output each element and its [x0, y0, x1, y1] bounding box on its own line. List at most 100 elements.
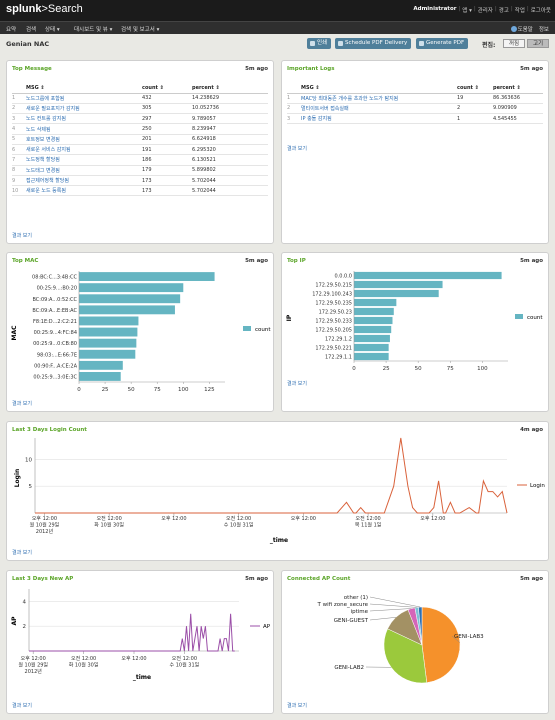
msg-cell[interactable]: MAC당 최대동존 개수를 초과한 노드가 탐지됨 — [301, 93, 457, 104]
jobs-link[interactable]: 작업 — [514, 8, 525, 14]
help-link[interactable]: 도움말 — [510, 25, 533, 33]
table-row[interactable]: 7 노드정책 할당됨 186 6.130521 — [12, 154, 268, 166]
view-results-link[interactable]: 결과 보기 — [12, 703, 32, 709]
panel-timestamp: 5m ago — [520, 258, 543, 264]
view-results-link[interactable]: 결과 보기 — [287, 381, 307, 387]
logout-link[interactable]: 로그아웃 — [530, 8, 551, 14]
percent-cell: 8.239947 — [192, 123, 268, 135]
table-row[interactable]: 10 새로운 노드 등록됨 173 5.702044 — [12, 185, 268, 197]
table-row[interactable]: 8 노드태그 변경됨 179 5.899802 — [12, 165, 268, 176]
column-header-msg[interactable]: MSG ⇕ — [301, 83, 457, 94]
table-row[interactable]: 6 새로운 서비스 감지됨 191 6.295320 — [12, 144, 268, 156]
top-ip-chart: IP count 0 25 50 75 100 0.0.0.0 172.29.50.215 1… — [286, 271, 543, 372]
table-row[interactable]: 1 MAC당 최대동존 개수를 초과한 노드가 탐지됨 19 86.363636 — [287, 93, 543, 104]
msg-cell[interactable]: 노드 삭제됨 — [26, 123, 142, 135]
top-message-table: MSG ⇕ count ⇕ percent ⇕ 1 노드그룹에 포함됨 432 14.… — [12, 83, 268, 197]
column-header-count[interactable]: count ⇕ — [142, 83, 192, 94]
manager-link[interactable]: 관리자 — [477, 8, 493, 14]
x-tick-label: 100 — [178, 387, 189, 393]
nav-status[interactable]: 상태 ▾ — [45, 27, 60, 33]
table-row[interactable]: 5 호트정보 변경됨 201 6.624918 — [12, 134, 268, 145]
series-line — [35, 437, 508, 514]
schedule-pdf-button[interactable]: Schedule PDF Delivery — [335, 38, 412, 49]
bar — [354, 316, 393, 325]
x-tick-label: 수 10월 31일 — [224, 522, 254, 529]
bar — [79, 372, 121, 381]
table-row[interactable]: 9 접근제어정책 할당됨 173 5.702044 — [12, 175, 268, 187]
percent-cell: 5.702044 — [192, 185, 268, 197]
panel-timestamp: 5m ago — [245, 66, 268, 72]
count-cell: 191 — [142, 144, 192, 156]
category-label: 00:25:9...0:CB:80 — [33, 341, 77, 347]
msg-cell[interactable]: 새로운 노드 등록됨 — [26, 185, 142, 197]
view-results-link[interactable]: 결과 보기 — [12, 233, 32, 239]
legend-label: AP — [263, 624, 271, 630]
series-line — [29, 613, 235, 652]
panel-important-logs: Important Logs 5m ago MSG ⇕ count ⇕ perc… — [281, 60, 549, 244]
panel-timestamp: 5m ago — [245, 576, 268, 582]
edit-on-toggle[interactable]: 고기 — [527, 39, 549, 48]
category-label: 00:25:9...3:0E:3C — [33, 374, 77, 380]
row-index: 4 — [12, 123, 26, 135]
msg-cell[interactable]: 노드 컨트롤 감지됨 — [26, 113, 142, 125]
panel-timestamp: 5m ago — [520, 576, 543, 582]
category-label: 00:25:9...4:FC:84 — [34, 330, 77, 336]
pie-leader-line — [369, 603, 417, 608]
splunk-logo[interactable]: splunk>Search — [6, 3, 83, 15]
category-label: F8:1E:D...2:C2:21 — [33, 319, 77, 325]
msg-cell[interactable]: 접근제어정책 할당됨 — [26, 175, 142, 187]
msg-cell[interactable]: 호트정보 변경됨 — [26, 134, 142, 145]
nav-summary[interactable]: 요약 — [6, 27, 17, 33]
bar — [79, 360, 123, 370]
nav-search[interactable]: 검색 — [26, 27, 37, 33]
column-header-count[interactable]: count ⇕ — [457, 83, 493, 94]
category-label: BC:09:A...E:EB:AC — [32, 308, 77, 314]
panel-new-ap: Last 3 Days New AP 5m ago AP _time AP 2 4… — [6, 570, 274, 714]
panel-title: Top Message — [12, 66, 52, 72]
row-index: 2 — [287, 103, 301, 115]
edit-off-toggle[interactable]: 꺼짐 — [503, 39, 525, 48]
x-tick-label: 오후 12:00 — [420, 516, 445, 522]
column-header-percent[interactable]: percent ⇕ — [192, 83, 268, 94]
column-header-percent[interactable]: percent ⇕ — [493, 83, 543, 94]
msg-cell[interactable]: 새로운 필요포지가 감지됨 — [26, 103, 142, 115]
alerts-link[interactable]: 경고 — [498, 8, 509, 14]
x-axis-label: _time — [133, 674, 151, 681]
bar — [354, 352, 389, 361]
table-row[interactable]: 4 노드 삭제됨 250 8.239947 — [12, 123, 268, 135]
about-link[interactable]: 정보 — [538, 27, 549, 33]
msg-cell[interactable]: 노드태그 변경됨 — [26, 165, 142, 176]
msg-cell[interactable]: 노드그룹에 포함됨 — [26, 93, 142, 104]
nav-dashboards[interactable]: 대시보드 및 뷰 ▾ — [74, 27, 113, 33]
y-tick-label: 10 — [25, 457, 32, 463]
table-row[interactable]: 2 멀티이트서버 접속실패 2 9.090909 — [287, 103, 543, 115]
table-row[interactable]: 3 노드 컨트롤 감지됨 297 9.789057 — [12, 113, 268, 125]
msg-cell[interactable]: 노드정책 할당됨 — [26, 154, 142, 166]
view-results-link[interactable]: 결과 보기 — [12, 550, 32, 556]
count-cell: 173 — [142, 185, 192, 197]
panel-title: Last 3 Days New AP — [12, 576, 74, 582]
msg-cell[interactable]: 멀티이트서버 접속실패 — [301, 103, 457, 115]
panel-title: Important Logs — [287, 66, 335, 72]
y-axis-label: IP — [286, 314, 293, 321]
x-tick-label: 오전 12:00 — [97, 515, 122, 522]
nav-searches-reports[interactable]: 검색 및 보고서 ▾ — [121, 27, 160, 33]
x-tick-label: 75 — [154, 387, 161, 393]
panel-title: Connected AP Count — [287, 576, 351, 582]
x-tick-label: 오후 12:00 — [21, 656, 46, 662]
view-results-link[interactable]: 결과 보기 — [287, 703, 307, 709]
apps-menu[interactable]: 앱 ▾ — [462, 8, 472, 14]
column-header-msg[interactable]: MSG ⇕ — [26, 83, 142, 94]
x-tick-label: 오후 12:00 — [161, 516, 186, 522]
view-results-link[interactable]: 결과 보기 — [287, 146, 307, 152]
count-cell: 1 — [457, 113, 493, 125]
print-button[interactable]: 인쇄 — [307, 38, 332, 49]
msg-cell[interactable]: IP 충돌 감지됨 — [301, 113, 457, 125]
table-row[interactable]: 3 IP 충돌 감지됨 1 4.545455 — [287, 113, 543, 125]
table-row[interactable]: 1 노드그룹에 포함됨 432 14.238629 — [12, 93, 268, 104]
x-axis-label: _time — [270, 537, 288, 544]
table-row[interactable]: 2 새로운 필요포지가 감지됨 305 10.052736 — [12, 103, 268, 115]
view-results-link[interactable]: 결과 보기 — [12, 401, 32, 407]
generate-pdf-button[interactable]: Generate PDF — [416, 38, 469, 49]
msg-cell[interactable]: 새로운 서비스 감지됨 — [26, 144, 142, 156]
